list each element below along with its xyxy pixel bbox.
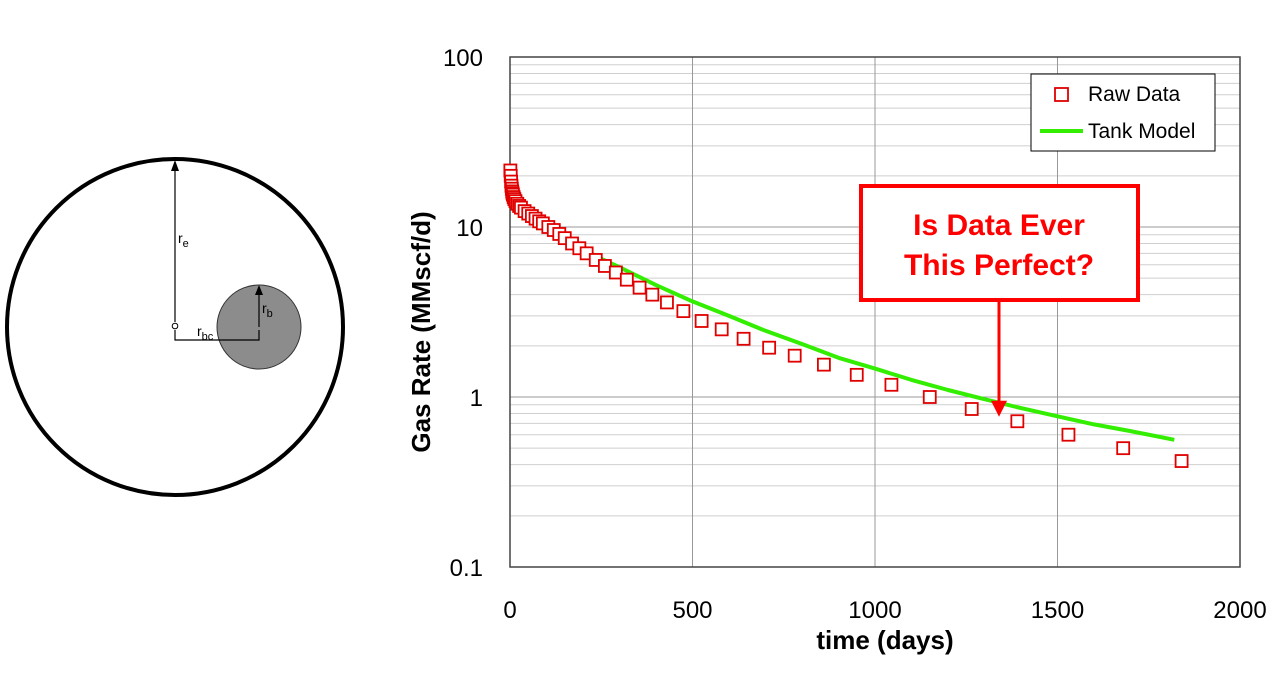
legend-raw-data-label: Raw Data: [1088, 83, 1181, 106]
raw-data-point: [1116, 441, 1131, 456]
y-tick-label: 0.1: [450, 555, 483, 582]
raw-data-point: [1061, 427, 1076, 442]
center-point: [171, 322, 179, 330]
axis-tick-labels: 0 500 1000 1500 2000 0.1 1 10 100: [443, 45, 1267, 624]
legend-tank-model-label: Tank Model: [1088, 120, 1195, 143]
legend-raw-data-marker: [1054, 87, 1069, 102]
raw-data-point: [1174, 454, 1189, 468]
raw-data-point: [762, 340, 777, 355]
x-tick-label: 1000: [848, 597, 901, 624]
series-layer: [503, 163, 1189, 468]
outer-boundary-circle: [5, 157, 345, 497]
x-tick-label: 2000: [1213, 597, 1266, 624]
raw-data-point: [660, 295, 674, 310]
raw-data-point: [964, 402, 979, 416]
x-axis-title: time (days): [816, 625, 953, 655]
rb-label: rb: [262, 300, 273, 320]
raw-data-point: [645, 287, 660, 302]
y-axis-title: Gas Rate (MMscf/d): [406, 211, 436, 452]
rb-arrow-head: [255, 285, 263, 295]
x-tick-label: 0: [503, 597, 516, 624]
raw-data-point: [619, 272, 634, 287]
rbc-label: rbc: [197, 323, 214, 343]
raw-data-point: [884, 377, 899, 392]
raw-data-point: [694, 314, 709, 328]
rbc-connector-line: [174, 330, 260, 341]
raw-data-point: [676, 304, 691, 319]
callout-arrow-head: [991, 400, 1007, 417]
plot-area-frame: [509, 56, 1241, 568]
re-arrow-head: [171, 160, 179, 171]
raw-data-point: [1010, 414, 1025, 429]
legend: Raw Data Tank Model: [1030, 73, 1216, 152]
raw-data-point: [849, 367, 864, 382]
callout-line-1: Is Data Ever: [913, 209, 1085, 242]
re-label: re: [178, 230, 189, 250]
raw-data-point: [922, 390, 937, 404]
raw-data-point: [608, 265, 623, 280]
raw-data-point: [787, 348, 802, 363]
y-tick-label: 10: [456, 215, 483, 242]
raw-data-point: [736, 331, 751, 346]
x-tick-label: 1500: [1031, 597, 1084, 624]
raw-data-point: [714, 322, 729, 337]
legend-box: [1030, 73, 1216, 152]
callout-box: [859, 184, 1140, 302]
callout-annotation: Is Data Ever This Perfect?: [859, 184, 1140, 417]
callout-line-2: This Perfect?: [904, 249, 1094, 282]
x-tick-label: 500: [672, 597, 712, 624]
y-tick-label: 100: [443, 45, 483, 72]
reservoir-diagram: re rbc rb: [5, 157, 345, 497]
y-tick-label: 1: [470, 385, 483, 412]
raw-data-point: [632, 280, 647, 295]
raw-data-point: [817, 357, 831, 372]
